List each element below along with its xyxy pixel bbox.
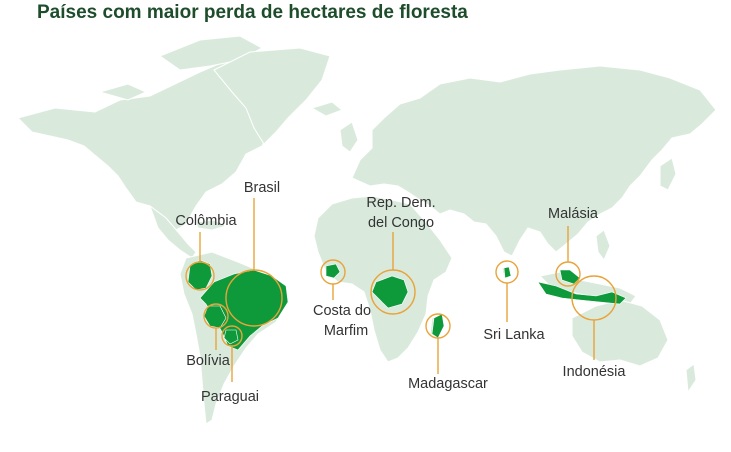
caribbean (195, 219, 228, 231)
australia (571, 299, 669, 367)
country-colombia (187, 259, 213, 291)
label-rep-dem-congo-line2: del Congo (368, 215, 434, 231)
country-rep-dem-congo (371, 275, 409, 309)
new-zealand (685, 363, 697, 394)
label-colombia: Colômbia (175, 213, 237, 229)
label-costa-do-marfim-line1: Costa do (313, 303, 371, 319)
iceland (310, 101, 343, 117)
highlighted-countries (187, 259, 627, 351)
label-paraguai: Paraguai (201, 389, 259, 405)
label-indonesia: Indonésia (563, 364, 627, 380)
label-madagascar: Madagascar (408, 376, 488, 392)
country-paraguai (223, 329, 239, 345)
british-isles (339, 121, 359, 153)
central-america (148, 204, 197, 259)
annotations (185, 198, 617, 382)
africa-landmass (313, 195, 453, 363)
greenland (213, 47, 331, 145)
eurasia-landmass (351, 65, 717, 257)
japan (659, 157, 677, 191)
arctic-island-small (98, 83, 148, 101)
country-sri-lanka (503, 266, 512, 279)
label-rep-dem-congo-line1: Rep. Dem. (366, 195, 435, 211)
label-malasia: Malásia (548, 206, 599, 222)
labels: Brasil Colômbia Bolívia Paraguai Costa d… (175, 180, 626, 405)
label-sri-lanka: Sri Lanka (483, 327, 545, 343)
label-brasil: Brasil (244, 180, 280, 196)
page-title: Países com maior perda de hectares de fl… (37, 2, 468, 23)
label-costa-do-marfim-line2: Marfim (324, 323, 368, 339)
philippines (595, 229, 611, 261)
country-costa-do-marfim (325, 263, 341, 279)
land-masses (17, 35, 717, 425)
label-bolivia: Bolívia (186, 353, 230, 369)
